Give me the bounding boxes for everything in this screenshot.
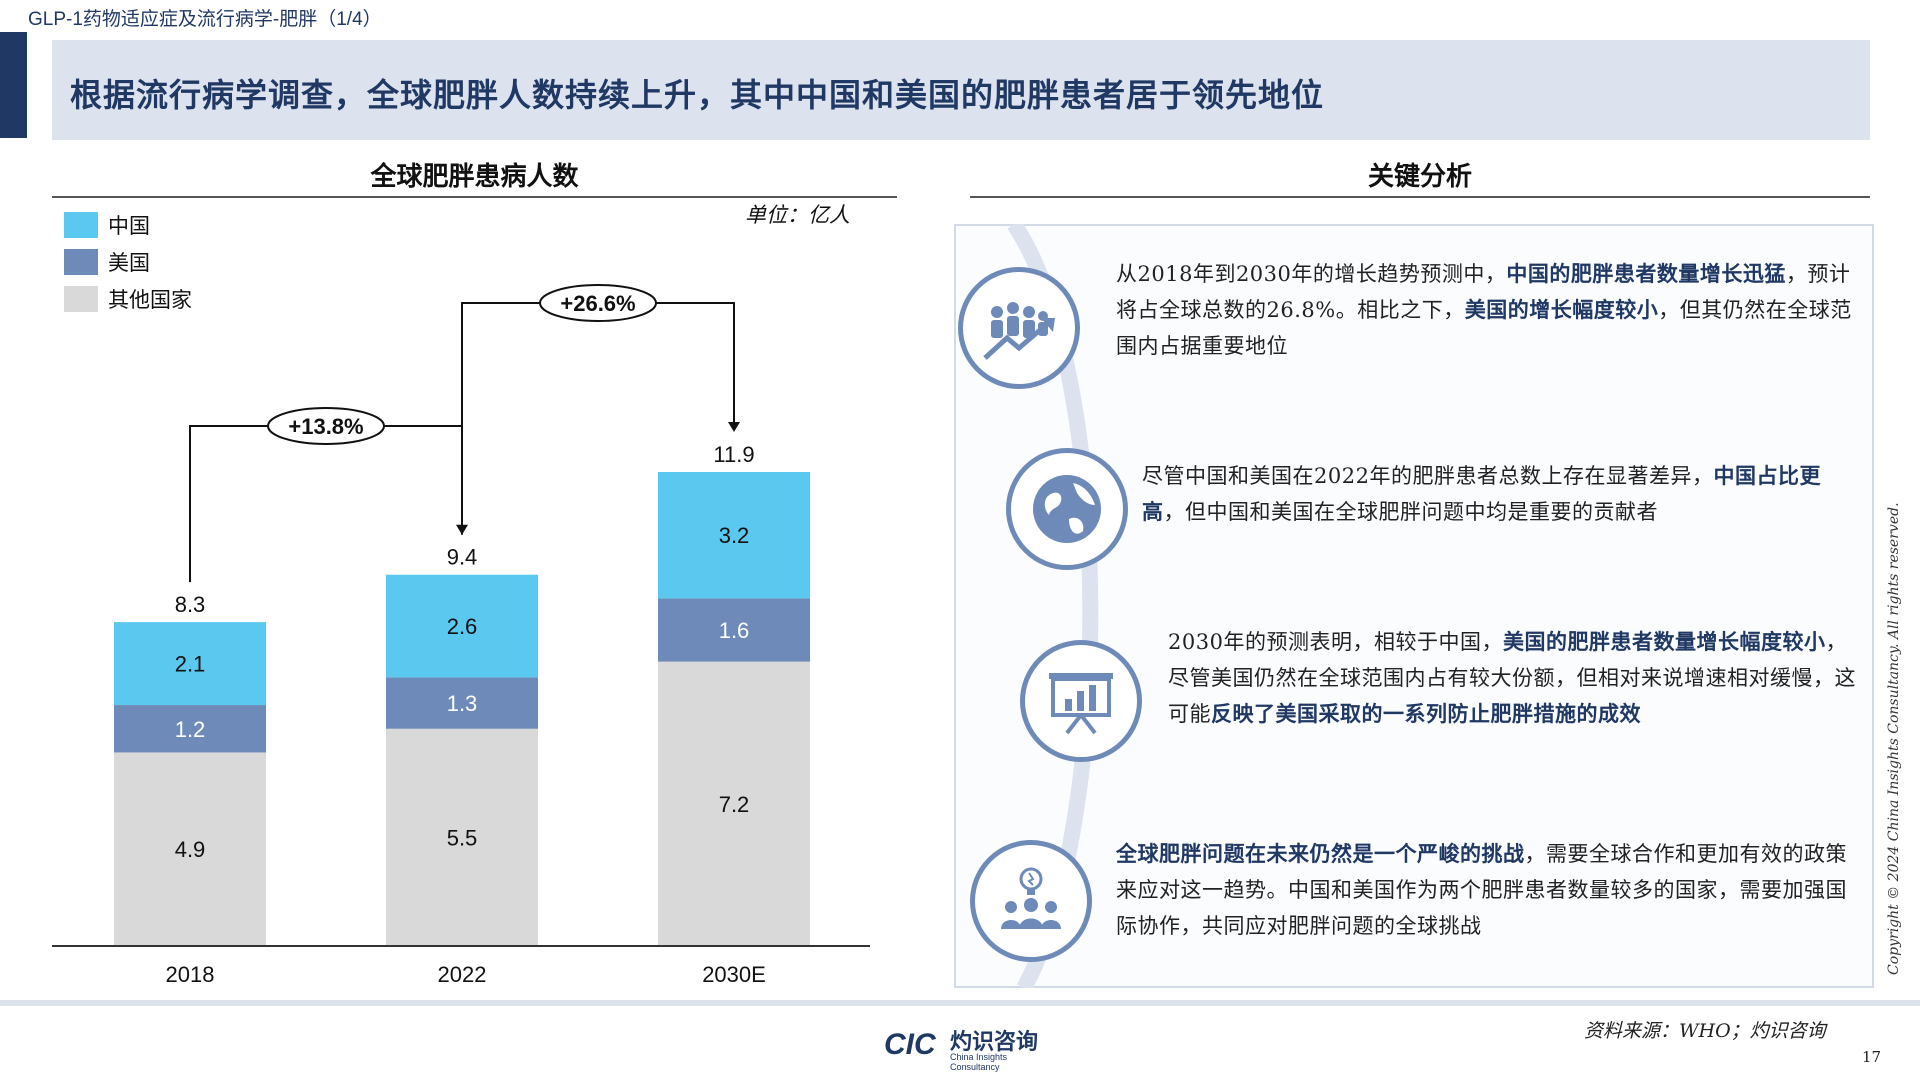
bar-other-2022 <box>386 728 538 946</box>
value-label-usa-2022: 1.3 <box>447 691 478 716</box>
analysis-text-run: ，尽管美国仍然在全球范围内占有较大份额，但相对来说增速相对缓慢，这可能 <box>1168 630 1856 726</box>
analysis-text-run: 2030年的预测表明，相较于中国， <box>1168 630 1503 654</box>
growth-badge-2 <box>539 284 657 322</box>
x-tick-label-2018: 2018 <box>166 962 215 987</box>
logo-cic-text: CIC <box>884 1028 936 1061</box>
x-tick-label-2022: 2022 <box>438 962 487 987</box>
value-label-china-2022: 2.6 <box>447 614 478 639</box>
analysis-text-run: ，预计将占全球总数的26.8%。相比之下， <box>1116 262 1851 322</box>
logo-english-name: China Insights Consultancy <box>950 1052 1008 1072</box>
section-label: GLP-1药物适应症及流行病学-肥胖（1/4） <box>28 9 382 30</box>
analysis-item-4: 全球肥胖问题在未来仍然是一个严峻的挑战，需要全球合作和更加有效的政策来应对这一趋… <box>1116 836 1858 944</box>
total-label-2022: 9.4 <box>447 545 478 570</box>
title-accent-bar <box>0 32 27 138</box>
logo-chinese-name: 灼识咨询 <box>950 1029 1039 1054</box>
value-label-usa-2018: 1.2 <box>175 717 206 742</box>
growth-arrow-line-1 <box>189 425 463 583</box>
page-title: 根据流行病学调查，全球肥胖人数持续上升，其中中国和美国的肥胖患者居于领先地位 <box>70 76 1325 114</box>
analysis-highlight: 全球肥胖问题在未来仍然是一个严峻的挑战 <box>1116 841 1525 866</box>
x-tick-label-2030E: 2030E <box>702 962 766 987</box>
growth-arrow-head-2 <box>728 422 740 432</box>
analysis-title-rule <box>970 196 1870 198</box>
legend-swatch-china <box>64 212 98 238</box>
value-label-china-2030E: 3.2 <box>719 523 750 548</box>
bar-china-2022 <box>386 574 538 678</box>
value-label-other-2018: 4.9 <box>175 837 206 862</box>
chart-unit: 单位：亿人 <box>745 203 850 227</box>
analysis-highlight: 中国占比更高 <box>1142 463 1821 524</box>
top-bar: GLP-1药物适应症及流行病学-肥胖（1/4） <box>0 0 1920 32</box>
total-label-2018: 8.3 <box>175 592 206 617</box>
analysis-text-run: 从2018年到2030年的增长趋势预测中， <box>1116 262 1507 286</box>
company-logo: CIC 灼识咨询 China Insights Consultancy <box>884 1024 1054 1072</box>
total-label-2030E: 11.9 <box>713 442 754 467</box>
globe-icon <box>1006 448 1128 570</box>
analysis-highlight: 中国的肥胖患者数量增长迅猛 <box>1506 261 1786 286</box>
bar-other-2030E <box>658 661 810 946</box>
bar-usa-2022 <box>386 677 538 729</box>
growth-label-2: +26.6% <box>560 291 635 316</box>
analysis-item-3: 2030年的预测表明，相较于中国，美国的肥胖患者数量增长幅度较小，尽管美国仍然在… <box>1168 624 1858 732</box>
growth-people-icon <box>958 267 1080 389</box>
source-note: 资料来源：WHO；灼识咨询 <box>1584 1020 1826 1042</box>
presentation-chart-icon <box>1020 640 1142 762</box>
legend-swatch-other <box>64 286 98 312</box>
page-number: 17 <box>1862 1048 1882 1066</box>
legend-label-other: 其他国家 <box>108 288 192 312</box>
title-band <box>52 40 1870 140</box>
bar-china-2018 <box>114 622 266 706</box>
analysis-highlight: 美国的肥胖患者数量增长幅度较小 <box>1502 629 1826 654</box>
value-label-usa-2030E: 1.6 <box>719 618 750 643</box>
bar-china-2030E <box>658 472 810 599</box>
analysis-text-run: ，但中国和美国在全球肥胖问题中均是重要的贡献者 <box>1163 500 1658 524</box>
value-label-other-2022: 5.5 <box>447 825 478 850</box>
bar-usa-2030E <box>658 598 810 662</box>
analysis-text-run: ，需要全球合作和更加有效的政策来应对这一趋势。中国和美国作为两个肥胖患者数量较多… <box>1116 842 1847 938</box>
analysis-text-run: 尽管中国和美国在2022年的肥胖患者总数上存在显著差异， <box>1142 464 1714 488</box>
legend-swatch-usa <box>64 249 98 275</box>
copyright-notice: Copyright © 2024 China Insights Consulta… <box>1886 502 1902 975</box>
chart-title-rule <box>52 196 897 198</box>
analysis-text-run: ，但其仍然在全球范围内占据重要地位 <box>1116 298 1852 358</box>
bar-usa-2018 <box>114 705 266 753</box>
value-label-china-2018: 2.1 <box>175 652 206 677</box>
analysis-highlight: 美国的增长幅度较小 <box>1464 297 1659 322</box>
chart-title: 全球肥胖患病人数 <box>370 162 579 192</box>
team-idea-icon <box>970 840 1092 962</box>
legend-label-china: 中国 <box>108 214 150 238</box>
analysis-item-1: 从2018年到2030年的增长趋势预测中，中国的肥胖患者数量增长迅猛，预计将占全… <box>1116 256 1858 364</box>
analysis-item-2: 尽管中国和美国在2022年的肥胖患者总数上存在显著差异，中国占比更高，但中国和美… <box>1142 458 1858 530</box>
growth-label-1: +13.8% <box>288 414 363 439</box>
legend-label-usa: 美国 <box>108 251 150 275</box>
analysis-panel <box>954 224 1874 988</box>
footer-band <box>0 1000 1920 1006</box>
analysis-highlight: 反映了美国采取的一系列防止肥胖措施的成效 <box>1211 701 1641 726</box>
growth-badge-1 <box>267 407 385 445</box>
value-label-other-2030E: 7.2 <box>719 792 750 817</box>
bar-other-2018 <box>114 752 266 946</box>
analysis-title: 关键分析 <box>1367 162 1472 192</box>
